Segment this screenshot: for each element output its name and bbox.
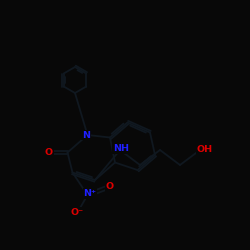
Text: NH: NH — [113, 144, 129, 153]
Text: O⁻: O⁻ — [71, 208, 84, 217]
Text: N: N — [82, 130, 90, 140]
Text: OH: OH — [197, 146, 213, 154]
Text: N⁺: N⁺ — [84, 189, 96, 198]
Text: O: O — [106, 182, 114, 191]
Text: O: O — [45, 148, 53, 157]
